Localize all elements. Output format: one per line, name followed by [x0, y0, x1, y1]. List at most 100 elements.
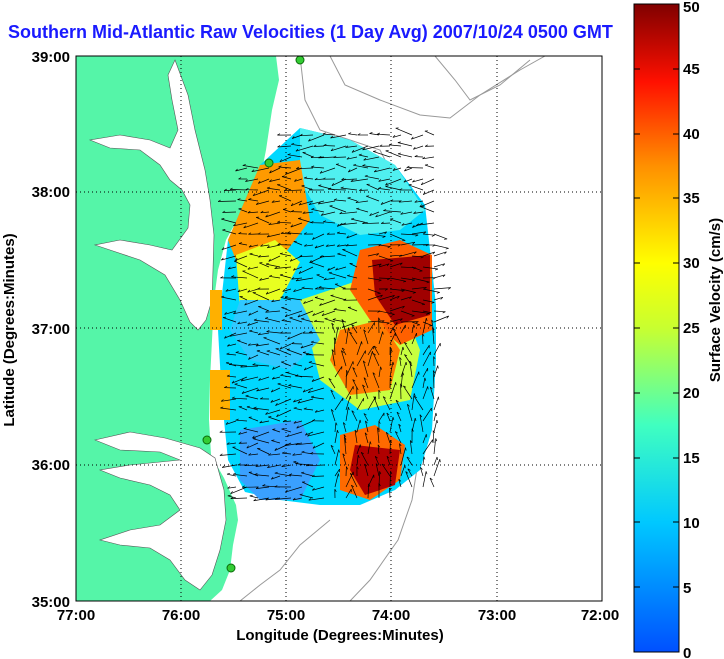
velocity-arrow [396, 411, 402, 422]
velocity-arrow [367, 233, 386, 237]
velocity-arrow-head [310, 220, 314, 224]
velocity-arrow [345, 244, 358, 247]
velocity-arrow-head [436, 292, 440, 294]
velocity-arrow-head [293, 267, 296, 271]
velocity-arrow [304, 365, 314, 371]
velocity-arrow [422, 471, 427, 488]
velocity-arrow [362, 360, 369, 378]
velocity-arrow-head [345, 145, 349, 148]
velocity-arrow [337, 253, 347, 257]
velocity-arrow-head [363, 158, 367, 161]
velocity-arrow-head [279, 273, 283, 276]
velocity-arrow [295, 145, 314, 152]
velocity-arrow-head [392, 328, 396, 331]
velocity-arrow [282, 420, 292, 423]
velocity-arrow-head [378, 317, 381, 321]
velocity-arrow-head [409, 296, 412, 300]
velocity-arrow-head [438, 396, 440, 400]
velocity-arrow [293, 266, 303, 271]
velocity-arrow [275, 348, 292, 356]
velocity-arrow-head [342, 287, 346, 290]
velocity-arrow-head [229, 187, 233, 190]
velocity-arrow [235, 419, 248, 422]
velocity-arrow-head [385, 182, 388, 186]
velocity-arrow [422, 318, 427, 334]
velocity-arrow [330, 145, 347, 152]
velocity-arrow [272, 429, 281, 433]
velocity-arrow [414, 200, 424, 203]
velocity-arrow [246, 406, 259, 411]
velocity-arrow [311, 208, 325, 213]
velocity-arrow-head [339, 211, 343, 215]
velocity-arrow-head [252, 437, 256, 440]
velocity-arrow-head [293, 289, 296, 292]
velocity-arrow [243, 428, 259, 433]
velocity-arrow [276, 409, 292, 418]
velocity-arrow [334, 326, 339, 345]
velocity-arrow-head [295, 278, 299, 282]
velocity-arrow [271, 475, 281, 480]
velocity-arrow [230, 486, 248, 495]
velocity-arrow [221, 255, 237, 261]
velocity-arrow-head [255, 486, 259, 489]
velocity-arrow [311, 156, 325, 159]
velocity-arrow-head [310, 340, 314, 343]
velocity-arrow-head [364, 463, 368, 467]
velocity-arrow [422, 288, 440, 293]
velocity-arrow-head [419, 414, 423, 418]
velocity-arrow-head [341, 177, 345, 180]
velocity-arrow-head [237, 463, 241, 466]
velocity-arrow-head [284, 188, 288, 191]
colorbar-tick-labels: 0 5 10 15 20 25 30 35 40 45 50 [683, 0, 700, 659]
velocity-arrow-head [302, 351, 306, 353]
velocity-arrow [268, 255, 281, 262]
velocity-arrow-head [331, 322, 335, 326]
velocity-arrow-head [312, 236, 315, 240]
velocity-arrow [422, 333, 424, 345]
velocity-arrow-head [258, 255, 261, 258]
velocity-arrow [404, 167, 413, 172]
velocity-arrow-head [397, 295, 400, 299]
velocity-arrow-head [224, 188, 227, 191]
velocity-arrow-head [376, 253, 380, 256]
x-axis-label: Longitude (Degrees:Minutes) [236, 627, 444, 644]
velocity-arrow-head [353, 163, 357, 166]
velocity-arrow-head [278, 165, 282, 168]
velocity-arrow [411, 321, 420, 326]
velocity-arrow [327, 266, 336, 271]
velocity-arrow [341, 319, 347, 334]
velocity-arrow-head [229, 334, 233, 337]
velocity-arrow-head [386, 432, 389, 435]
velocity-arrow [389, 487, 391, 499]
velocity-arrow [342, 249, 358, 257]
velocity-arrow-head [244, 463, 248, 466]
velocity-arrow [281, 176, 292, 180]
velocity-arrow [267, 464, 281, 469]
velocity-arrow-head [338, 449, 340, 453]
velocity-arrow [433, 244, 449, 249]
velocity-arrow [285, 167, 303, 175]
velocity-arrow-head [255, 464, 259, 467]
velocity-arrow [222, 317, 237, 323]
velocity-arrow [375, 463, 380, 477]
velocity-arrow-head [238, 177, 242, 180]
velocity-arrow-head [268, 416, 272, 418]
velocity-arrow-head [401, 290, 405, 293]
velocity-arrow-head [280, 331, 283, 334]
velocity-arrow-head [301, 185, 305, 187]
velocity-arrow-head [412, 241, 416, 245]
velocity-arrow [258, 376, 270, 381]
velocity-arrow-head [300, 345, 304, 349]
velocity-arrow [301, 472, 314, 477]
velocity-arrow-head [302, 331, 306, 334]
velocity-arrow [248, 343, 259, 346]
velocity-arrow [308, 134, 325, 142]
velocity-arrow [378, 188, 391, 191]
velocity-arrow [295, 375, 314, 378]
velocity-arrow [249, 330, 259, 334]
velocity-arrow [374, 167, 391, 173]
velocity-arrow [392, 134, 402, 138]
velocity-arrow [356, 398, 364, 411]
velocity-arrow [409, 361, 413, 378]
velocity-arrow-head [333, 198, 337, 201]
